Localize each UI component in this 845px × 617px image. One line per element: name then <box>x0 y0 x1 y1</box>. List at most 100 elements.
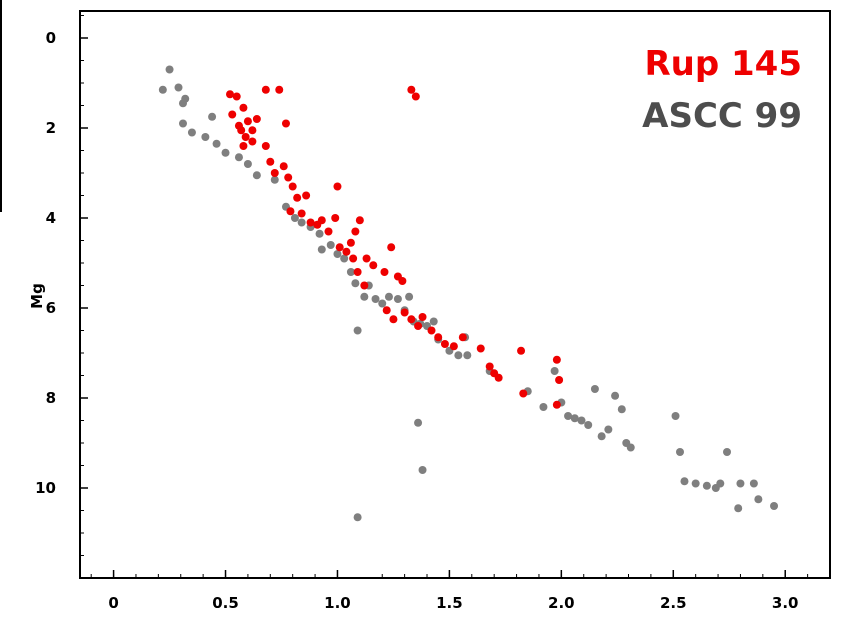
data-point-ascc-99 <box>584 421 593 429</box>
data-point-ascc-99 <box>333 250 342 258</box>
data-point-rup-145 <box>317 216 326 225</box>
data-point-rup-145 <box>226 90 234 99</box>
data-point-rup-145 <box>552 355 561 364</box>
data-point-ascc-99 <box>716 479 725 488</box>
data-point-rup-145 <box>279 162 288 171</box>
y-tick-label: 6 <box>46 299 56 317</box>
data-point-ascc-99 <box>564 412 573 420</box>
data-point-ascc-99 <box>577 416 586 425</box>
data-point-rup-145 <box>261 142 270 150</box>
data-point-ascc-99 <box>734 504 743 513</box>
data-point-ascc-99 <box>317 245 326 254</box>
data-point-rup-145 <box>306 218 315 227</box>
data-point-ascc-99 <box>393 295 402 303</box>
data-point-ascc-99 <box>418 466 427 474</box>
data-point-ascc-99 <box>691 479 700 488</box>
data-point-rup-145 <box>248 137 257 146</box>
y-tick-label: 4 <box>46 209 56 227</box>
data-point-ascc-99 <box>326 241 335 249</box>
data-point-rup-145 <box>351 227 360 236</box>
data-point-ascc-99 <box>754 495 763 504</box>
data-point-ascc-99 <box>208 112 217 121</box>
y-tick-label: 0 <box>46 29 56 47</box>
data-point-rup-145 <box>331 214 340 222</box>
data-point-rup-145 <box>407 85 416 94</box>
data-point-rup-145 <box>440 340 449 348</box>
data-point-rup-145 <box>400 308 409 317</box>
left-edge-bar <box>0 0 2 212</box>
data-point-ascc-99 <box>597 432 606 441</box>
data-point-ascc-99 <box>234 153 243 162</box>
data-point-ascc-99 <box>405 292 414 301</box>
data-point-rup-145 <box>293 193 302 202</box>
data-point-ascc-99 <box>165 65 174 74</box>
data-point-rup-145 <box>297 209 306 218</box>
data-point-ascc-99 <box>346 268 355 276</box>
data-point-ascc-99 <box>174 83 183 92</box>
data-point-ascc-99 <box>371 295 380 303</box>
data-point-ascc-99 <box>626 443 635 452</box>
data-point-ascc-99 <box>617 405 626 414</box>
data-point-rup-145 <box>411 92 420 101</box>
data-point-ascc-99 <box>158 85 167 94</box>
data-point-ascc-99 <box>736 479 745 488</box>
data-point-rup-145 <box>335 243 344 252</box>
data-point-rup-145 <box>270 169 279 177</box>
data-point-rup-145 <box>261 85 270 94</box>
x-tick-label: 3.0 <box>772 594 799 612</box>
data-point-rup-145 <box>360 281 369 290</box>
x-tick-label: 2.5 <box>660 594 687 612</box>
data-point-ascc-99 <box>351 279 360 288</box>
data-point-ascc-99 <box>550 367 559 375</box>
data-point-rup-145 <box>266 157 275 166</box>
data-point-rup-145 <box>362 254 371 263</box>
data-point-rup-145 <box>349 254 358 263</box>
data-point-ascc-99 <box>702 481 711 490</box>
data-point-rup-145 <box>519 389 528 398</box>
data-point-ascc-99 <box>454 351 463 360</box>
data-point-rup-145 <box>355 216 364 225</box>
data-point-ascc-99 <box>353 326 362 335</box>
data-point-ascc-99 <box>187 128 196 137</box>
data-point-rup-145 <box>239 142 248 150</box>
data-point-ascc-99 <box>270 175 279 184</box>
data-point-rup-145 <box>243 117 252 126</box>
y-tick-label: 10 <box>35 479 56 497</box>
data-point-rup-145 <box>281 119 290 128</box>
data-point-ascc-99 <box>611 391 620 400</box>
legend-entry-ascc-99: ASCC 99 <box>642 96 802 136</box>
data-point-rup-145 <box>382 306 391 315</box>
data-point-rup-145 <box>342 247 351 256</box>
data-point-rup-145 <box>353 268 362 276</box>
data-point-ascc-99 <box>680 477 689 486</box>
data-point-rup-145 <box>286 207 295 216</box>
data-point-rup-145 <box>302 191 311 200</box>
data-point-ascc-99 <box>590 385 599 393</box>
data-point-ascc-99 <box>297 218 306 227</box>
data-point-ascc-99 <box>178 119 187 128</box>
data-point-ascc-99 <box>723 448 732 456</box>
data-point-ascc-99 <box>290 214 299 222</box>
y-tick-label: 8 <box>46 389 56 407</box>
data-point-ascc-99 <box>671 412 680 420</box>
data-point-rup-145 <box>552 400 561 409</box>
data-point-ascc-99 <box>378 299 387 308</box>
data-point-ascc-99 <box>243 160 252 168</box>
data-point-rup-145 <box>237 126 246 135</box>
data-point-ascc-99 <box>384 292 393 301</box>
data-point-rup-145 <box>389 315 398 324</box>
x-tick-label: 0 <box>108 594 118 612</box>
x-tick-label: 1.0 <box>324 594 351 612</box>
data-point-rup-145 <box>476 344 485 353</box>
data-point-rup-145 <box>407 315 416 324</box>
data-point-rup-145 <box>414 322 423 330</box>
legend-entry-rup-145: Rup 145 <box>644 44 802 84</box>
data-point-rup-145 <box>324 227 333 236</box>
data-point-ascc-99 <box>770 502 779 510</box>
data-point-ascc-99 <box>429 317 438 326</box>
data-point-ascc-99 <box>414 418 423 427</box>
data-point-rup-145 <box>458 333 467 342</box>
data-point-ascc-99 <box>353 513 362 522</box>
data-point-ascc-99 <box>749 479 758 488</box>
